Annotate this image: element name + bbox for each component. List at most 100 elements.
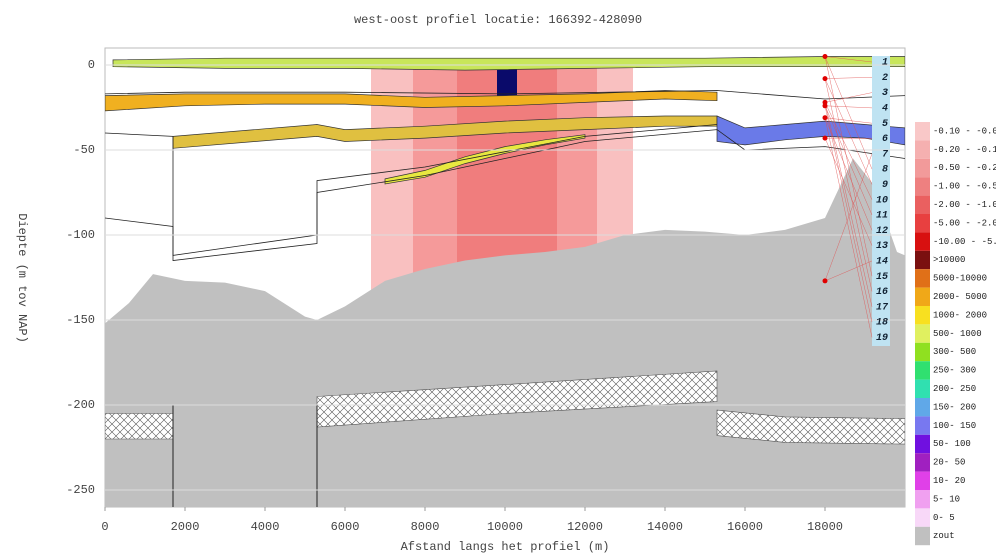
legend-swatch	[915, 379, 930, 398]
well-connector	[824, 117, 873, 338]
legend-swatch	[915, 195, 930, 214]
legend-swatch	[915, 471, 930, 490]
well-connector	[824, 78, 873, 185]
well-label: 4	[882, 104, 888, 115]
legend-label: -5.00 - -2.00	[933, 218, 996, 228]
layer-band	[716, 115, 905, 146]
hatch-band	[105, 413, 174, 440]
legend-label: >10000	[933, 255, 965, 265]
legend-label: -2.00 - -1.00	[933, 200, 996, 210]
legend-swatch	[915, 490, 930, 509]
well-label: 19	[876, 333, 888, 344]
well-connector	[824, 77, 873, 79]
x-tick-label: 4000	[251, 520, 280, 534]
legend-label: 5- 10	[933, 494, 960, 504]
well-label: 15	[876, 272, 888, 283]
well-label: 11	[876, 211, 888, 222]
legend-label: -10.00 - -5.00	[933, 237, 996, 247]
y-tick-label: 0	[88, 58, 95, 72]
layer-band	[112, 56, 905, 71]
well-connector	[824, 138, 873, 246]
well-label: 18	[876, 318, 888, 329]
well-point	[822, 54, 828, 59]
layer-band	[384, 134, 586, 185]
legend-swatch	[915, 232, 930, 251]
well-connector	[824, 105, 873, 109]
y-tick-label: -50	[73, 143, 95, 157]
anomaly-column	[497, 61, 517, 98]
legend-label: 50- 100	[933, 439, 971, 449]
well-connector	[824, 56, 873, 277]
salt-area	[105, 158, 905, 507]
x-tick-label: 8000	[411, 520, 440, 534]
legend-label: -0.20 - -0.10	[933, 145, 996, 155]
well-connector	[824, 153, 873, 281]
well-connector	[824, 56, 873, 63]
boundary-line	[105, 124, 718, 256]
x-tick-label: 6000	[331, 520, 360, 534]
x-axis-label: Afstand langs het profiel (m)	[401, 540, 610, 554]
y-tick-label: -100	[66, 228, 95, 242]
legend-swatch	[915, 398, 930, 417]
legend-label: -0.50 - -0.20	[933, 163, 996, 173]
well-label: 2	[882, 73, 888, 84]
legend-label: 5000-10000	[933, 274, 987, 284]
well-label: 13	[876, 241, 888, 252]
x-tick-label: 2000	[171, 520, 200, 534]
legend-label: 250- 300	[933, 366, 976, 376]
legend-label: -0.10 - -0.05	[933, 126, 996, 136]
legend-swatch	[915, 214, 930, 233]
legend-swatch	[915, 177, 930, 196]
x-tick-label: 16000	[727, 520, 763, 534]
y-tick-label: -150	[66, 313, 95, 327]
y-tick-label: -250	[66, 483, 95, 497]
plot-content	[105, 56, 905, 507]
y-tick-label: -200	[66, 398, 95, 412]
y-axis-label: Diepte (m tov NAP)	[15, 213, 29, 343]
well-label-column	[872, 56, 890, 346]
x-tick-label: 18000	[807, 520, 843, 534]
well-connector	[824, 105, 873, 216]
well-label: 9	[882, 180, 888, 191]
well-label: 5	[882, 119, 888, 130]
legend-label: 1000- 2000	[933, 310, 987, 320]
well-label: 7	[882, 149, 889, 160]
well-label: 6	[882, 134, 888, 145]
legend-swatch	[915, 287, 930, 306]
well-connector	[824, 56, 873, 170]
x-tick-label: 12000	[567, 520, 603, 534]
chart-title: west-oost profiel locatie: 166392-428090	[354, 13, 642, 27]
well-connector	[824, 105, 873, 323]
legend-label: 20- 50	[933, 458, 965, 468]
hatch-band	[716, 409, 905, 445]
well-connector	[824, 117, 873, 231]
legend-swatch	[915, 250, 930, 270]
well-connector	[824, 260, 873, 282]
legend-label: zout	[933, 531, 955, 541]
well-connector	[824, 117, 873, 124]
well-point	[822, 103, 828, 109]
legend-swatch	[915, 324, 930, 343]
legend-swatch	[915, 306, 930, 325]
well-label: 8	[882, 165, 888, 176]
legend-label: 0- 5	[933, 513, 955, 523]
legend-swatch	[915, 416, 930, 435]
legend-label: 150- 200	[933, 402, 976, 412]
well-label: 12	[876, 226, 888, 237]
legend-swatch	[915, 526, 930, 546]
well-label: 14	[876, 257, 888, 268]
well-label: 16	[876, 287, 888, 298]
well-point	[822, 76, 828, 82]
well-point	[822, 278, 828, 284]
legend-swatch	[915, 453, 930, 472]
well-label: 10	[876, 195, 888, 206]
legend-swatch	[915, 140, 930, 159]
legend-label: 200- 250	[933, 384, 976, 394]
layer-band	[105, 90, 718, 112]
legend-label: 500- 1000	[933, 329, 982, 339]
well-point	[822, 135, 828, 141]
boundary-line	[105, 90, 905, 100]
legend-swatch	[915, 342, 930, 362]
legend-label: 10- 20	[933, 476, 965, 486]
